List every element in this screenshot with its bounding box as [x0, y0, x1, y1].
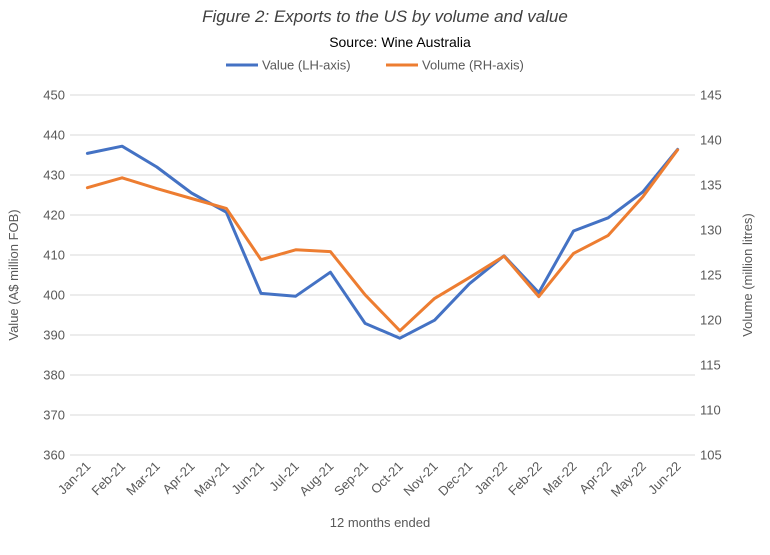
series-line-volume [85, 148, 680, 333]
y-right-tick-label: 125 [700, 268, 722, 283]
y-left-tick-label: 390 [43, 328, 65, 343]
y-right-tick-label: 105 [700, 448, 722, 463]
x-tick-label: Sep-21 [331, 459, 371, 499]
y-left-tick-label: 430 [43, 168, 65, 183]
y-right-tick-label: 130 [700, 223, 722, 238]
series-lines [85, 144, 680, 340]
x-tick-label: May-21 [191, 459, 232, 500]
y-left-tick-label: 360 [43, 448, 65, 463]
y-right-tick-label: 115 [700, 358, 721, 373]
x-tick-label: Jan-21 [55, 459, 94, 498]
legend-label-volume: Volume (RH-axis) [422, 58, 524, 73]
y-right-tick-label: 120 [700, 313, 722, 328]
series-line-value [85, 144, 680, 340]
y-left-tick-label: 440 [43, 128, 65, 143]
y-left-tick-label: 410 [43, 248, 65, 263]
gridlines [70, 94, 695, 456]
y-left-tick-label: 370 [43, 408, 65, 423]
x-tick-label: May-22 [608, 459, 649, 500]
y-right-tick-label: 110 [700, 403, 721, 418]
y-right-tick-label: 135 [700, 178, 722, 193]
y-left-tick-label: 400 [43, 288, 65, 303]
legend-label-value: Value (LH-axis) [262, 58, 351, 73]
y-right-tick-label: 145 [700, 88, 722, 103]
x-tick-label: Jan-22 [471, 459, 510, 498]
x-tick-label: Dec-21 [435, 459, 475, 499]
y-axis-left-label: Value (A$ million FOB) [6, 209, 21, 340]
y-axis-right-label: Volume (million litres) [740, 213, 755, 337]
y-left-tick-label: 450 [43, 88, 65, 103]
x-tick-label: Jun-22 [645, 459, 684, 498]
x-tick-label: Feb-21 [88, 459, 128, 499]
x-tick-label: Nov-21 [400, 459, 440, 499]
chart-title: Figure 2: Exports to the US by volume an… [202, 7, 568, 26]
x-tick-label: Mar-21 [123, 459, 163, 499]
legend: Value (LH-axis) Volume (RH-axis) [226, 58, 524, 73]
x-tick-label: Aug-21 [296, 459, 336, 499]
x-axis-label: 12 months ended [330, 515, 430, 530]
chart-subtitle: Source: Wine Australia [329, 34, 471, 50]
x-tick-label: Feb-22 [505, 459, 545, 499]
y-left-tick-label: 380 [43, 368, 65, 383]
x-tick-label: Mar-22 [540, 459, 580, 499]
x-tick-label: Jun-21 [228, 459, 267, 498]
y-left-tick-label: 420 [43, 208, 65, 223]
y-axis-right: 105 110 115 120 125 130 135 140 145 [700, 88, 722, 463]
x-tick-label: Oct-21 [368, 459, 406, 497]
y-right-tick-label: 140 [700, 133, 722, 148]
y-axis-left: 360 370 380 390 400 410 420 430 440 450 [43, 88, 65, 463]
